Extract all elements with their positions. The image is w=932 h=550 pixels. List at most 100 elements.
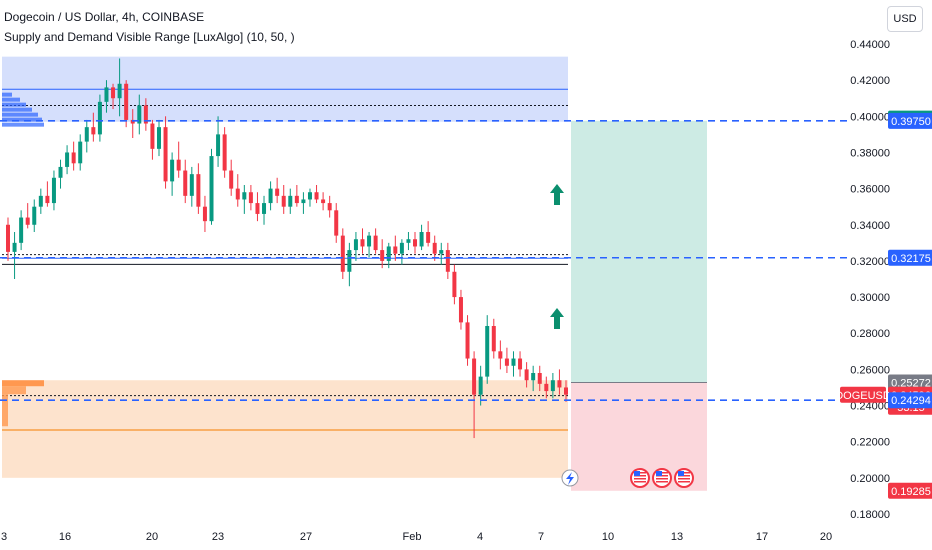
candle-body — [334, 210, 339, 236]
candle — [248, 185, 253, 211]
candle-body — [202, 206, 207, 222]
demand-volume-bar — [2, 386, 26, 395]
candle-body — [386, 246, 391, 261]
candle — [321, 192, 326, 211]
candle-body — [393, 246, 398, 254]
candle — [58, 159, 63, 189]
position-profit-zone[interactable] — [571, 120, 707, 383]
symbol-badge-label: DOGEUSD — [835, 390, 891, 402]
candle — [51, 170, 56, 211]
candle — [524, 362, 529, 388]
candle-body — [6, 224, 10, 252]
candle-body — [413, 239, 418, 247]
supply-volume-bar — [2, 122, 44, 127]
candle — [32, 199, 37, 232]
candle — [235, 174, 240, 207]
us-flag-stripe — [634, 478, 646, 480]
price-tick-label: 0.36000 — [850, 184, 890, 196]
candle — [216, 116, 221, 167]
us-flag-icon[interactable] — [652, 468, 672, 488]
candle — [413, 232, 418, 254]
candle — [71, 141, 76, 171]
us-flag-icon[interactable] — [674, 468, 694, 488]
indicator-legend[interactable]: Supply and Demand Visible Range [LuxAlgo… — [4, 30, 295, 44]
candle-body — [170, 159, 175, 182]
candle-body — [439, 250, 444, 254]
candle-body — [137, 105, 142, 124]
candle-body — [104, 87, 109, 102]
price-tick-label: 0.44000 — [850, 39, 890, 51]
candle-body — [235, 188, 240, 200]
price-tick-label: 0.20000 — [850, 473, 890, 485]
us-flag-stripe — [634, 481, 646, 483]
up-arrow-icon — [550, 184, 564, 205]
time-tick-label: 27 — [300, 531, 312, 543]
candle-body — [432, 242, 437, 254]
us-flag-stripe — [656, 481, 668, 483]
candle-body — [156, 127, 161, 149]
time-axis: 3 16 20 23 27 Feb 4 7 10 13 17 20 — [1, 531, 832, 543]
price-badge-label: 0.32175 — [891, 253, 931, 265]
candle-body — [84, 127, 89, 142]
up-arrow-icon — [550, 308, 564, 329]
price-tick-label: 0.40000 — [850, 111, 890, 123]
candle-body — [45, 195, 50, 204]
candle — [564, 380, 568, 402]
candle-body — [406, 239, 411, 243]
candle — [445, 242, 450, 279]
candle-body — [321, 199, 326, 204]
candle — [196, 163, 201, 214]
candle-body — [281, 195, 286, 207]
price-badge-label: 0.39750 — [891, 116, 931, 128]
price-badge — [888, 112, 932, 129]
candle — [458, 289, 463, 330]
candle-body — [511, 358, 516, 366]
candle-body — [58, 166, 63, 178]
candle-body — [189, 174, 194, 196]
candle-body — [19, 217, 24, 243]
us-flag-canton — [656, 471, 662, 476]
candle-body — [294, 195, 299, 204]
candle — [498, 340, 503, 370]
candle-body — [301, 199, 306, 204]
candle-body — [537, 373, 542, 384]
candle-body — [465, 322, 470, 359]
candle-body — [78, 141, 83, 164]
candle — [393, 235, 398, 261]
candle — [419, 224, 424, 251]
candle-body — [255, 203, 260, 214]
candle — [117, 58, 122, 117]
candle — [111, 83, 116, 110]
candle-body — [97, 101, 102, 135]
candle-body — [491, 326, 496, 352]
candle — [504, 347, 509, 373]
us-flag-stripe — [678, 481, 690, 483]
price-tick-label: 0.18000 — [850, 509, 890, 521]
us-flag-canton — [634, 471, 640, 476]
candle-body — [183, 170, 188, 196]
candle — [137, 94, 142, 135]
candle-body — [419, 232, 424, 247]
candle-body — [445, 250, 450, 272]
candle — [478, 365, 483, 406]
candle-body — [373, 235, 378, 251]
candle — [6, 217, 10, 261]
candle-body — [25, 217, 30, 225]
candle — [104, 80, 109, 113]
demand-volume-bar — [2, 394, 8, 427]
candle — [485, 315, 490, 384]
candle — [406, 232, 411, 251]
candle — [12, 232, 17, 279]
price-axis: 0.44000 0.42000 0.40000 0.38000 0.36000 0.340… — [835, 39, 932, 521]
candle — [373, 228, 378, 254]
chart-title: Dogecoin / US Dollar, 4h, COINBASE — [4, 10, 205, 24]
candle-body — [111, 87, 116, 99]
candle-body — [163, 127, 168, 182]
candle-body — [117, 83, 122, 99]
currency-button[interactable]: USD — [887, 6, 923, 32]
price-badge-label: 0.25272 — [891, 378, 931, 390]
time-tick-label: 20 — [820, 531, 832, 543]
candle — [163, 116, 168, 189]
us-flag-icon[interactable] — [630, 468, 650, 488]
